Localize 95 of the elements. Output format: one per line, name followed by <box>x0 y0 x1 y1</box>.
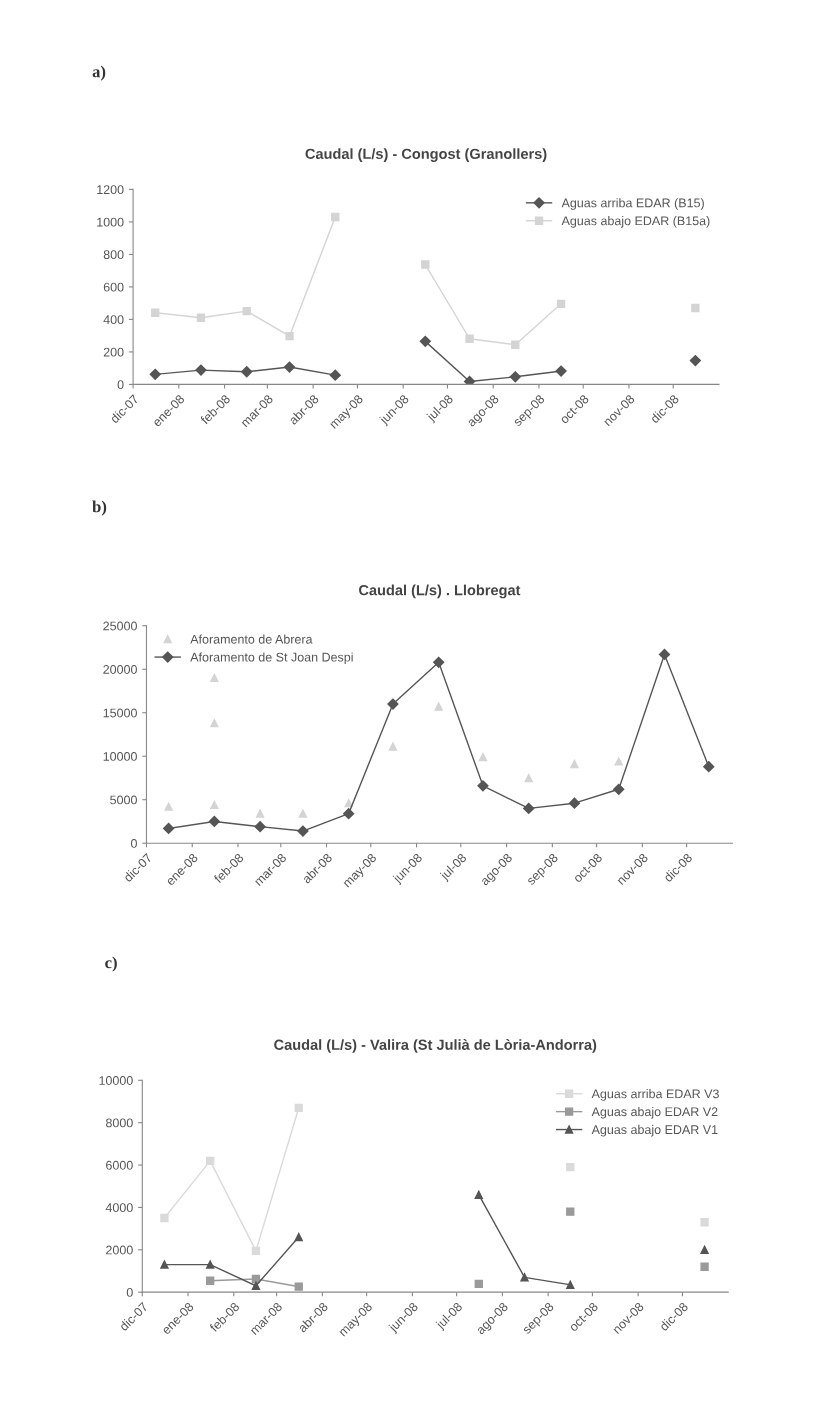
legend-label: Aguas abajo EDAR V2 <box>591 1106 718 1119</box>
point <box>421 260 430 269</box>
point <box>283 361 296 373</box>
legend-label: Aguas arriba EDAR (B15) <box>561 198 704 210</box>
point <box>343 808 355 820</box>
point <box>242 306 251 316</box>
point <box>195 364 207 376</box>
point <box>566 1163 575 1172</box>
point <box>613 783 625 795</box>
point <box>164 802 173 811</box>
legend-label: Aguas arriba EDAR V3 <box>591 1089 719 1101</box>
legend-label: Aforamento de St Joan Despi <box>190 652 353 665</box>
y-tick-label: 200 <box>103 347 124 357</box>
y-tick-label: 800 <box>103 250 124 260</box>
point <box>254 821 266 833</box>
point <box>251 1246 261 1256</box>
point <box>210 800 219 810</box>
point <box>511 340 520 349</box>
y-tick-label: 15000 <box>103 708 137 718</box>
point <box>509 371 521 383</box>
y-tick-label: 400 <box>103 315 124 325</box>
y-tick-label: 6000 <box>106 1160 133 1170</box>
y-tick-label: 4000 <box>105 1203 133 1213</box>
point <box>523 802 535 815</box>
point <box>329 369 341 381</box>
y-tick-label: 0 <box>130 839 137 848</box>
legend-label: Aforamento de Abrera <box>190 634 313 644</box>
y-tick-label: 5000 <box>110 795 137 805</box>
point <box>206 1260 215 1269</box>
point <box>206 1276 215 1285</box>
point <box>151 308 160 317</box>
y-tick-label: 0 <box>117 380 124 390</box>
point <box>388 742 398 751</box>
point <box>474 1190 483 1199</box>
point <box>524 773 533 783</box>
point <box>691 303 700 313</box>
point <box>160 1260 169 1269</box>
point <box>703 761 715 773</box>
point <box>241 366 253 378</box>
point <box>208 815 220 828</box>
point <box>298 809 308 818</box>
point <box>210 673 219 683</box>
point <box>689 354 701 367</box>
point <box>478 752 488 762</box>
y-tick-label: 25000 <box>103 621 137 631</box>
point <box>700 1245 709 1254</box>
chart-title: Caudal (L/s) - Valira (St Julià de Lòria-Andorra) <box>274 1039 597 1053</box>
y-tick-label: 1200 <box>97 185 124 195</box>
point <box>294 1232 303 1242</box>
point <box>463 375 476 385</box>
y-tick-label: 10000 <box>103 752 137 761</box>
text: a) <box>92 65 106 81</box>
point <box>331 212 340 222</box>
point <box>251 1281 261 1290</box>
point <box>160 1213 169 1223</box>
point <box>555 365 567 377</box>
legend-label: Aguas abajo EDAR (B15a) <box>561 216 710 228</box>
text: b) <box>92 500 107 516</box>
point <box>163 822 175 835</box>
point <box>700 1218 709 1227</box>
y-tick-label: 10000 <box>99 1076 133 1085</box>
point <box>614 757 623 766</box>
point <box>196 313 206 322</box>
point <box>474 1279 483 1289</box>
y-tick-label: 1000 <box>97 217 124 227</box>
point <box>210 718 219 728</box>
point <box>556 299 566 308</box>
y-tick-label: 2000 <box>106 1245 133 1255</box>
y-tick-label: 8000 <box>106 1118 133 1128</box>
point <box>465 334 474 343</box>
point <box>658 648 671 661</box>
point <box>294 1103 303 1113</box>
point <box>568 797 581 809</box>
y-tick-label: 0 <box>126 1287 133 1297</box>
text: c) <box>105 956 117 972</box>
point <box>419 335 431 347</box>
point <box>206 1156 215 1165</box>
point <box>433 656 445 668</box>
point <box>255 809 265 818</box>
chart-title: Caudal (L/s) - Congost (Granollers) <box>305 148 547 162</box>
y-tick-label: 600 <box>103 282 124 292</box>
chart-title: Caudal (L/s) . Llobregat <box>359 584 521 599</box>
point <box>700 1262 709 1271</box>
point <box>149 368 161 380</box>
point <box>520 1273 529 1282</box>
point <box>570 759 579 769</box>
point <box>294 1282 303 1291</box>
point <box>434 702 443 711</box>
point <box>477 780 489 792</box>
point <box>566 1207 575 1216</box>
point <box>344 799 353 808</box>
y-tick-label: 20000 <box>103 665 137 674</box>
point <box>285 331 294 341</box>
point <box>566 1280 575 1289</box>
legend-label: Aguas abajo EDAR V1 <box>591 1124 718 1137</box>
